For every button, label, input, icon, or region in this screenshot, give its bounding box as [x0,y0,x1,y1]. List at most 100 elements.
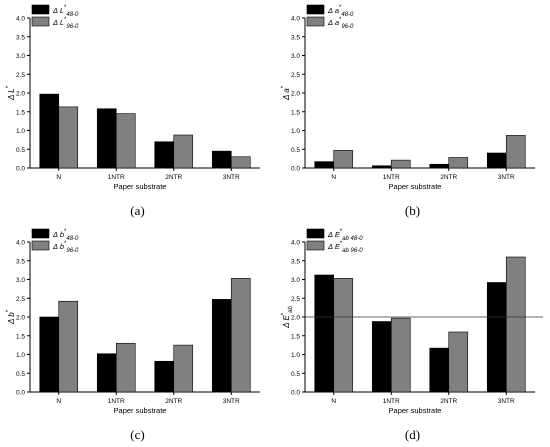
y-tick-label: 2.0 [16,315,25,322]
x-tick-label: 2NTR [440,174,457,181]
x-tick-label: 1NTR [383,398,400,405]
y-tick-label: 0.5 [16,371,25,378]
y-tick-label: 3.5 [291,34,300,41]
legend-swatch-2 [306,16,325,27]
legend-swatch-1 [306,228,325,239]
x-tick-label: 3NTR [223,174,240,181]
chart-panel-c: 0.0 0.5 1.0 1.5 2.0 2.5 3.0 3.5 4.0 Δ b* N 1NTR 2NTR… [0,224,275,447]
bar-2ntr-series-1 [429,163,450,169]
bar-2ntr-series-2 [173,344,194,393]
bar-3ntr-series-1 [486,282,507,393]
x-axis-title: Paper substrate [389,406,442,415]
bar-2ntr-series-1 [154,360,175,393]
x-tick-label: 3NTR [223,398,240,405]
bar-3ntr-series-2 [505,135,526,169]
y-axis-title: Δ a* [281,85,291,101]
bar-3ntr-series-1 [486,152,507,169]
y-tick-label: 2.5 [16,72,25,79]
x-tick-label: 3NTR [498,174,515,181]
bar-n-series-1 [39,93,60,169]
bar-n-series-2 [58,106,79,169]
y-tick-label: 1.5 [16,333,25,340]
x-tick-label: N [56,398,61,405]
legend-label-1: Δ a*48-0 [327,5,354,18]
legend-swatch-2 [31,240,50,251]
x-tick-label: 1NTR [108,174,125,181]
y-tick-label: 2.5 [16,296,25,303]
caption-d: (d) [404,427,421,442]
legend-swatch-2 [306,240,325,251]
x-axis-title: Paper substrate [389,182,442,191]
y-tick-label: 3.5 [291,258,300,265]
legend-swatch-2 [31,16,50,27]
bar-1ntr-series-2 [115,113,136,169]
bar-n-series-2 [58,300,79,393]
y-tick-label: 4.0 [16,240,25,247]
bar-3ntr-series-2 [230,278,251,393]
bar-2ntr-series-1 [429,347,450,393]
y-tick-label: 3.5 [16,258,25,265]
bar-3ntr-series-2 [505,256,526,393]
bar-1ntr-series-1 [371,321,392,393]
bar-1ntr-series-1 [96,108,117,169]
bar-2ntr-series-2 [448,157,469,169]
y-tick-label: 4.0 [16,16,25,23]
x-tick-label: 2NTR [440,398,457,405]
y-tick-label: 2.0 [16,91,25,98]
y-tick-label: 0.0 [16,390,25,397]
y-tick-label: 4.0 [291,16,300,23]
y-tick-label: 3.0 [16,53,25,60]
y-tick-label: 2.0 [291,91,300,98]
x-tick-label: 2NTR [165,174,182,181]
bar-1ntr-series-1 [96,353,117,393]
bar-n-series-1 [314,274,335,393]
bar-n-series-1 [314,161,335,169]
caption-c: (c) [130,427,145,442]
y-tick-label: 2.5 [291,296,300,303]
bar-n-series-2 [333,150,354,169]
x-tick-label: 1NTR [383,174,400,181]
bar-1ntr-series-2 [115,342,136,393]
chart-panel-d: 0.0 0.5 1.0 1.5 2.0 2.5 3.0 3.5 4.0 Δ E*ab N 1NTR 2N… [275,224,550,447]
x-tick-label: N [56,174,61,181]
legend-label-2: Δ a*96-0 [327,17,354,30]
y-tick-label: 3.0 [291,53,300,60]
y-tick-label: 3.0 [16,277,25,284]
y-axis-title: Δ E*ab [281,306,294,329]
x-tick-label: N [331,174,336,181]
legend-swatch-1 [306,4,325,15]
x-tick-label: 1NTR [108,398,125,405]
y-tick-label: 0.5 [291,147,300,154]
legend-label-2: Δ b*96-0 [52,241,79,254]
bar-2ntr-series-2 [448,331,469,393]
y-tick-label: 1.0 [16,352,25,359]
bar-2ntr-series-1 [154,141,175,169]
legend-swatch-1 [31,228,50,239]
x-tick-label: N [331,398,336,405]
y-tick-label: 1.5 [291,333,300,340]
x-axis-title: Paper substrate [114,182,167,191]
legend-label-1: Δ b*48-0 [52,229,79,242]
y-tick-label: 3.0 [291,277,300,284]
bar-1ntr-series-2 [390,159,411,169]
legend-label-2: Δ E*ab 96-0 [327,241,363,254]
bar-1ntr-series-1 [371,165,392,169]
y-tick-label: 0.5 [291,371,300,378]
bar-3ntr-series-2 [230,156,251,169]
caption-b: (b) [404,203,421,218]
y-axis-title: Δ b* [6,309,16,325]
x-tick-label: 2NTR [165,398,182,405]
chart-panel-b: 0.0 0.5 1.0 1.5 2.0 2.5 3.0 3.5 4.0 Δ a* N 1NTR 2NTR… [275,0,550,223]
y-tick-label: 0.0 [291,390,300,397]
chart-b: 0.0 0.5 1.0 1.5 2.0 2.5 3.0 3.5 4.0 Δ a* N 1NTR 2NTR… [281,4,535,191]
bar-3ntr-series-1 [211,150,232,169]
y-tick-label: 4.0 [291,240,300,247]
y-tick-label: 0.0 [291,166,300,173]
chart-c: 0.0 0.5 1.0 1.5 2.0 2.5 3.0 3.5 4.0 Δ b* N 1NTR 2NTR… [6,228,260,415]
caption-a: (a) [130,203,145,218]
y-axis-title: Δ L* [6,85,16,101]
x-axis-title: Paper substrate [114,406,167,415]
bar-n-series-2 [333,278,354,393]
y-tick-label: 1.0 [16,128,25,135]
y-tick-label: 0.0 [16,166,25,173]
